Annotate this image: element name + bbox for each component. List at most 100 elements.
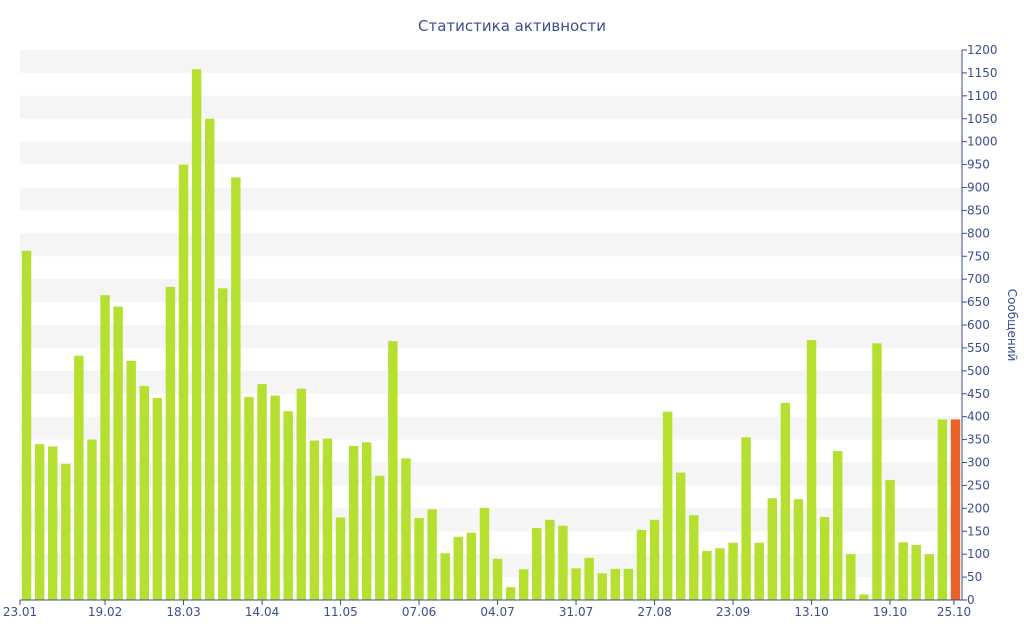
bar[interactable] — [532, 528, 542, 600]
bar[interactable] — [165, 286, 176, 600]
bar-current[interactable] — [950, 419, 961, 600]
bar[interactable] — [662, 411, 673, 600]
bar[interactable] — [518, 569, 529, 600]
y-tick-label: 1100 — [967, 89, 998, 103]
bar[interactable] — [152, 397, 163, 600]
y-tick-label: 450 — [967, 387, 990, 401]
bar[interactable] — [610, 568, 621, 600]
bar[interactable] — [924, 554, 935, 600]
bar[interactable] — [178, 164, 189, 601]
bar[interactable] — [885, 479, 895, 600]
grid-bands — [20, 50, 962, 578]
bar[interactable] — [139, 385, 150, 600]
x-tick-label: 23.01 — [3, 605, 37, 619]
y-axis: 0 50 100 150 200 250 300 350 400 450 500 550 600 650 7… — [961, 43, 998, 607]
bar[interactable] — [545, 519, 555, 600]
bar[interactable] — [427, 509, 437, 600]
bar[interactable] — [361, 442, 372, 600]
bar[interactable] — [780, 402, 791, 600]
bar[interactable] — [859, 594, 869, 601]
bar[interactable] — [244, 396, 254, 600]
y-tick-label: 850 — [967, 203, 990, 217]
bar[interactable] — [453, 536, 464, 600]
grid-band — [20, 279, 962, 303]
bar[interactable] — [728, 542, 738, 600]
bar[interactable] — [296, 388, 307, 600]
bar[interactable] — [479, 507, 490, 600]
bar[interactable] — [806, 340, 817, 600]
bar[interactable] — [597, 573, 607, 600]
grid-band — [20, 508, 962, 532]
bar[interactable] — [401, 458, 411, 600]
y-tick-label: 550 — [967, 341, 990, 355]
bar[interactable] — [466, 532, 477, 600]
bar[interactable] — [793, 499, 804, 600]
bar[interactable] — [335, 517, 346, 601]
bar[interactable] — [309, 440, 320, 601]
grid-band — [20, 462, 962, 486]
bar[interactable] — [388, 341, 398, 600]
bar[interactable] — [414, 517, 424, 600]
x-tick-label: 04.07 — [480, 605, 514, 619]
bar[interactable] — [741, 437, 751, 600]
bar[interactable] — [440, 553, 450, 600]
bar[interactable] — [767, 498, 778, 600]
bar[interactable] — [584, 557, 594, 600]
bar[interactable] — [61, 463, 71, 600]
bar[interactable] — [689, 515, 699, 600]
bar[interactable] — [218, 288, 228, 600]
bar[interactable] — [636, 529, 647, 600]
bar[interactable] — [231, 177, 241, 600]
y-tick-label: 0 — [967, 593, 975, 607]
bar[interactable] — [375, 475, 385, 600]
y-tick-label: 1200 — [967, 43, 998, 57]
bar[interactable] — [126, 360, 136, 600]
bar[interactable] — [558, 525, 568, 600]
bar[interactable] — [937, 419, 948, 600]
bar[interactable] — [47, 446, 58, 600]
bar[interactable] — [21, 250, 32, 600]
x-tick-label: 19.02 — [88, 605, 122, 619]
x-tick-label: 07.06 — [402, 605, 436, 619]
bar[interactable] — [623, 568, 634, 600]
bar[interactable] — [74, 355, 84, 600]
bar[interactable] — [322, 438, 333, 600]
y-tick-label: 1150 — [967, 66, 998, 80]
bar[interactable] — [675, 472, 686, 600]
x-tick-label: 25.10 — [937, 605, 971, 619]
bar[interactable] — [492, 558, 503, 600]
y-tick-label: 50 — [967, 570, 982, 584]
bar[interactable] — [754, 542, 764, 600]
bar[interactable] — [702, 550, 712, 600]
bar[interactable] — [34, 444, 45, 600]
bar[interactable] — [898, 542, 908, 600]
bar[interactable] — [832, 451, 843, 600]
bar[interactable] — [283, 411, 293, 600]
bar[interactable] — [348, 446, 359, 600]
bar[interactable] — [911, 545, 921, 600]
bar[interactable] — [113, 306, 123, 600]
grid-band — [20, 50, 962, 73]
bar[interactable] — [100, 295, 110, 600]
bar[interactable] — [846, 554, 856, 600]
bar[interactable] — [872, 343, 882, 600]
bars-group — [21, 69, 961, 601]
grid-band — [20, 554, 962, 578]
bar[interactable] — [649, 519, 660, 600]
bar[interactable] — [204, 118, 215, 600]
y-tick-label: 800 — [967, 226, 990, 240]
grid-band — [20, 95, 962, 119]
bar[interactable] — [87, 439, 97, 600]
bar[interactable] — [819, 517, 830, 600]
bar[interactable] — [505, 587, 516, 600]
bar[interactable] — [270, 395, 280, 600]
bar[interactable] — [257, 384, 267, 600]
grid-band — [20, 233, 962, 257]
y-tick-label: 150 — [967, 524, 990, 538]
x-tick-label: 27.08 — [637, 605, 671, 619]
bar[interactable] — [191, 69, 202, 600]
grid-band — [20, 370, 962, 394]
bar[interactable] — [715, 548, 725, 600]
bar[interactable] — [571, 568, 581, 600]
x-tick-label: 14.04 — [245, 605, 279, 619]
